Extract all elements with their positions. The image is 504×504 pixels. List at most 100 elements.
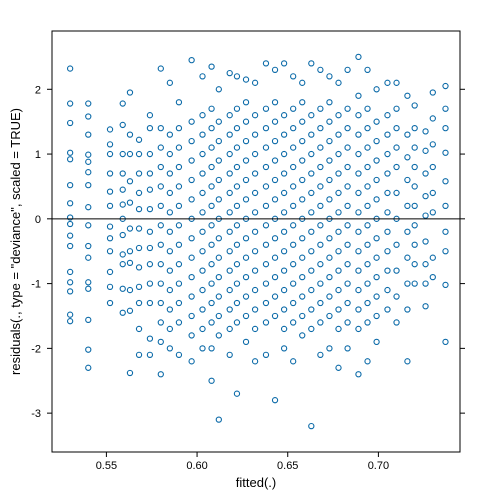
data-point: [373, 254, 380, 261]
data-point: [404, 92, 411, 99]
data-point: [233, 261, 241, 268]
x-tick-label: 0.70: [368, 460, 389, 472]
data-point: [411, 183, 418, 190]
data-point: [442, 281, 449, 289]
data-point: [280, 131, 288, 138]
data-point: [85, 113, 92, 120]
data-point: [188, 332, 195, 339]
data-point: [262, 144, 270, 151]
data-point: [226, 170, 233, 177]
data-point: [290, 163, 297, 171]
data-point: [85, 204, 92, 211]
data-point: [199, 209, 206, 216]
data-point: [262, 125, 270, 132]
data-point: [146, 170, 154, 177]
data-point: [271, 254, 279, 261]
data-point: [344, 66, 351, 74]
y-tick-label: 2: [35, 84, 41, 96]
data-point: [85, 222, 92, 229]
data-point: [215, 293, 222, 300]
data-point: [208, 241, 215, 248]
data-point: [226, 209, 233, 216]
data-point: [208, 144, 215, 151]
data-point: [280, 209, 288, 216]
data-point: [299, 157, 306, 164]
data-point: [66, 311, 74, 318]
data-point: [106, 248, 114, 255]
data-point: [317, 125, 324, 132]
data-point: [271, 273, 279, 281]
data-point: [280, 189, 288, 197]
data-point: [233, 319, 241, 326]
data-point: [199, 150, 206, 158]
data-point: [344, 144, 351, 151]
data-point: [199, 286, 206, 294]
data-point: [157, 338, 164, 346]
data-point: [233, 202, 241, 210]
data-point: [85, 131, 92, 138]
data-point: [317, 163, 324, 171]
data-point: [188, 196, 195, 203]
data-point: [66, 214, 74, 221]
data-point: [157, 125, 164, 132]
data-point: [335, 79, 342, 86]
data-point: [355, 131, 362, 138]
data-point: [308, 228, 315, 235]
data-point: [188, 312, 195, 320]
data-point: [373, 196, 380, 203]
data-point: [373, 312, 380, 320]
data-point: [280, 286, 288, 294]
data-point: [404, 202, 411, 210]
data-point: [226, 248, 233, 255]
data-point: [271, 176, 279, 184]
data-point: [404, 306, 411, 313]
data-point: [215, 118, 222, 125]
data-point: [317, 351, 324, 358]
data-point: [355, 209, 362, 216]
data-point: [157, 241, 164, 248]
data-point: [308, 60, 315, 67]
data-point: [119, 170, 126, 177]
data-point: [404, 154, 411, 161]
data-point: [188, 254, 195, 261]
data-point: [290, 319, 297, 326]
data-point: [188, 273, 195, 281]
data-point: [199, 228, 206, 235]
data-point: [215, 273, 222, 281]
data-point: [251, 112, 259, 119]
data-point: [126, 286, 134, 294]
data-point: [66, 242, 74, 250]
data-point: [422, 303, 429, 310]
data-point: [85, 279, 92, 286]
data-point: [384, 112, 391, 119]
data-point: [442, 125, 449, 132]
data-point: [85, 285, 92, 292]
data-point: [242, 235, 250, 242]
data-point: [299, 176, 306, 184]
data-point: [106, 150, 114, 158]
points-layer: [66, 53, 449, 430]
data-point: [251, 286, 259, 294]
data-point: [384, 150, 391, 158]
data-point: [344, 222, 351, 229]
data-point: [233, 125, 241, 132]
data-point: [226, 112, 233, 119]
data-point: [146, 280, 154, 287]
data-point: [199, 345, 206, 352]
data-point: [199, 248, 206, 255]
data-point: [119, 285, 126, 292]
data-point: [290, 144, 297, 151]
data-point: [335, 189, 342, 197]
data-point: [119, 186, 126, 193]
data-point: [175, 125, 183, 132]
data-point: [411, 102, 418, 109]
data-point: [364, 319, 371, 326]
data-point: [126, 131, 134, 138]
data-point: [262, 299, 270, 307]
data-point: [106, 126, 114, 133]
data-point: [299, 235, 306, 242]
data-point: [271, 196, 279, 203]
data-point: [199, 189, 206, 197]
data-point: [146, 186, 154, 193]
data-point: [393, 319, 400, 326]
